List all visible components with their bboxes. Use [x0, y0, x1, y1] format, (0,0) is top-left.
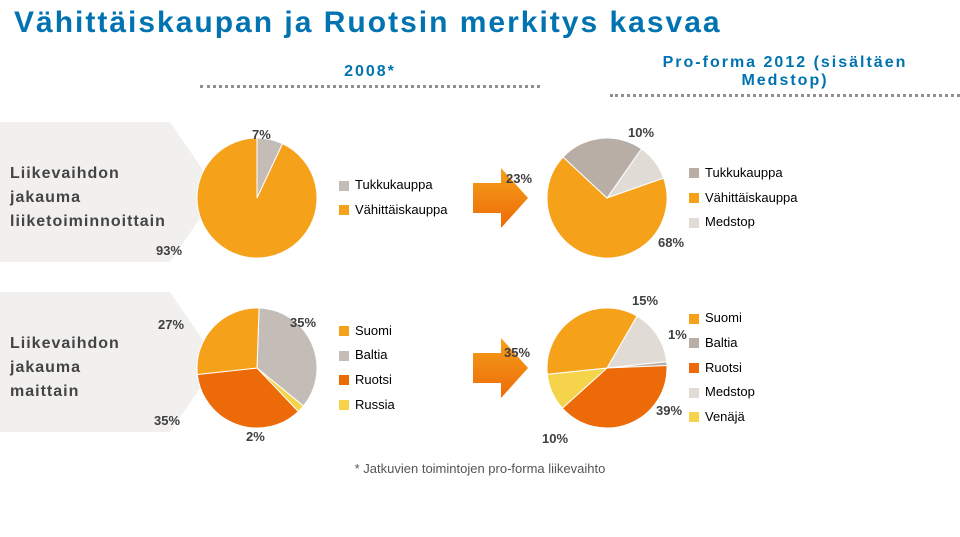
legend-label: Ruotsi	[705, 356, 742, 381]
legend-item: Vähittäiskauppa	[689, 186, 825, 211]
row2-pie-left: 35%2%35%27%	[190, 301, 325, 436]
legend-label: Venäjä	[705, 405, 745, 430]
pie-value-label: 15%	[632, 293, 658, 308]
row-label-line: liiketoiminnoittain	[10, 210, 182, 234]
legend-swatch	[689, 412, 699, 422]
subheading-row: 2008* Pro-forma 2012 (sisältäen Medstop)	[0, 48, 960, 97]
mid-arrow-2	[460, 333, 540, 403]
dots-right	[610, 94, 960, 97]
legend-item: Baltia	[689, 331, 825, 356]
row2-label: Liikevaihdonjakaumamaittain	[10, 332, 190, 404]
pie-value-label: 27%	[158, 317, 184, 332]
legend-label: Vähittäiskauppa	[355, 198, 448, 223]
legend-swatch	[339, 375, 349, 385]
row2-legend-left: SuomiBaltiaRuotsiRussia	[325, 319, 460, 418]
legend-swatch	[689, 218, 699, 228]
legend-swatch	[689, 363, 699, 373]
pie-value-label: 10%	[628, 125, 654, 140]
legend-swatch	[689, 168, 699, 178]
pie-value-label: 68%	[658, 235, 684, 250]
legend-swatch	[339, 205, 349, 215]
legend-label: Baltia	[355, 343, 388, 368]
legend-swatch	[689, 388, 699, 398]
legend-label: Baltia	[705, 331, 738, 356]
legend-label: Ruotsi	[355, 368, 392, 393]
legend-swatch	[339, 326, 349, 336]
legend-item: Medstop	[689, 380, 825, 405]
subhead-right: Pro-forma 2012 (sisältäen Medstop)	[610, 48, 960, 94]
pie-value-label: 2%	[246, 429, 265, 444]
legend-label: Tukkukauppa	[355, 173, 433, 198]
legend-item: Vähittäiskauppa	[339, 198, 460, 223]
row-2: Liikevaihdonjakaumamaittain 35%2%35%27% …	[0, 293, 960, 443]
legend-label: Russia	[355, 393, 395, 418]
legend-item: Medstop	[689, 210, 825, 235]
legend-swatch	[339, 400, 349, 410]
legend-item: Suomi	[339, 319, 460, 344]
dots-left	[200, 85, 540, 88]
page-title: Vähittäiskaupan ja Ruotsin merkitys kasv…	[0, 0, 960, 48]
pie-value-label: 35%	[504, 345, 530, 360]
row-1: Liikevaihdonjakaumaliiketoiminnoittain 7…	[0, 123, 960, 273]
pie-value-label: 1%	[668, 327, 687, 342]
legend-swatch	[689, 338, 699, 348]
row-label-line: jakauma	[10, 186, 182, 210]
row-label-line: Liikevaihdon	[10, 162, 182, 186]
pie-value-label: 23%	[506, 171, 532, 186]
pie-value-label: 35%	[154, 413, 180, 428]
row2-legend-right: SuomiBaltiaRuotsiMedstopVenäjä	[675, 306, 825, 429]
pie-value-label: 10%	[542, 431, 568, 446]
row-label-line: Liikevaihdon	[10, 332, 182, 356]
pie-value-label: 39%	[656, 403, 682, 418]
row-label-line: maittain	[10, 380, 182, 404]
legend-swatch	[339, 351, 349, 361]
row1-legend-right: TukkukauppaVähittäiskauppaMedstop	[675, 161, 825, 235]
legend-label: Vähittäiskauppa	[705, 186, 798, 211]
footnote: * Jatkuvien toimintojen pro-forma liikev…	[0, 443, 960, 476]
pie-value-label: 93%	[156, 243, 182, 258]
row-label-line: jakauma	[10, 356, 182, 380]
legend-swatch	[339, 181, 349, 191]
legend-item: Tukkukauppa	[339, 173, 460, 198]
legend-label: Suomi	[355, 319, 392, 344]
subhead-right-block: Pro-forma 2012 (sisältäen Medstop)	[610, 48, 960, 97]
legend-item: Russia	[339, 393, 460, 418]
legend-item: Ruotsi	[689, 356, 825, 381]
pie-value-label: 35%	[290, 315, 316, 330]
legend-label: Tukkukauppa	[705, 161, 783, 186]
legend-swatch	[689, 314, 699, 324]
legend-label: Medstop	[705, 380, 755, 405]
row2-pie-right: 15%1%39%10%35%	[540, 301, 675, 436]
subhead-left: 2008*	[200, 57, 540, 85]
subhead-left-block: 2008*	[200, 57, 540, 88]
legend-label: Medstop	[705, 210, 755, 235]
legend-swatch	[689, 193, 699, 203]
legend-item: Tukkukauppa	[689, 161, 825, 186]
legend-item: Suomi	[689, 306, 825, 331]
pie-value-label: 7%	[252, 127, 271, 142]
legend-item: Venäjä	[689, 405, 825, 430]
row1-legend-left: TukkukauppaVähittäiskauppa	[325, 173, 460, 222]
row1-label: Liikevaihdonjakaumaliiketoiminnoittain	[10, 162, 190, 234]
legend-item: Ruotsi	[339, 368, 460, 393]
row1-pie-left: 7%93%	[190, 131, 325, 266]
row1-pie-right: 10%68%23%	[540, 131, 675, 266]
legend-item: Baltia	[339, 343, 460, 368]
legend-label: Suomi	[705, 306, 742, 331]
